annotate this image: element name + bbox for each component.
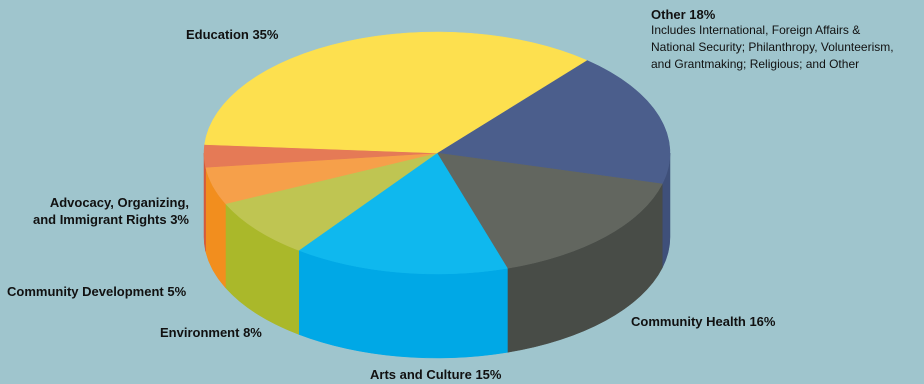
slice-community-health [436, 152, 663, 269]
side-advocacy-organizing-and-immigrant-rights [203, 152, 206, 252]
slice-education [204, 31, 588, 154]
label-education: Education 35% [186, 27, 279, 42]
label-other: Other 18% [651, 7, 716, 22]
label-community-development: Community Development 5% [7, 284, 187, 299]
slice-environment [225, 152, 438, 251]
label-community-health: Community Health 16% [631, 314, 776, 329]
label-advocacy-line-2: and Immigrant Rights 3% [32, 212, 189, 227]
label-arts-and-culture: Arts and Culture 15% [370, 367, 502, 382]
note-other-line-2: National Security; Philanthropy, Volunte… [651, 40, 894, 54]
note-other-line-1: Includes International, Foreign Affairs … [651, 23, 861, 37]
label-environment: Environment 8% [160, 325, 262, 340]
pie-side-walls [203, 152, 671, 359]
slice-other [436, 60, 671, 185]
label-advocacy-line-1: Advocacy, Organizing, [49, 195, 189, 210]
pie-top-faces [203, 31, 671, 275]
note-other-line-3: and Grantmaking; Religious; and Other [651, 57, 860, 71]
slice-arts-and-culture [298, 152, 508, 275]
